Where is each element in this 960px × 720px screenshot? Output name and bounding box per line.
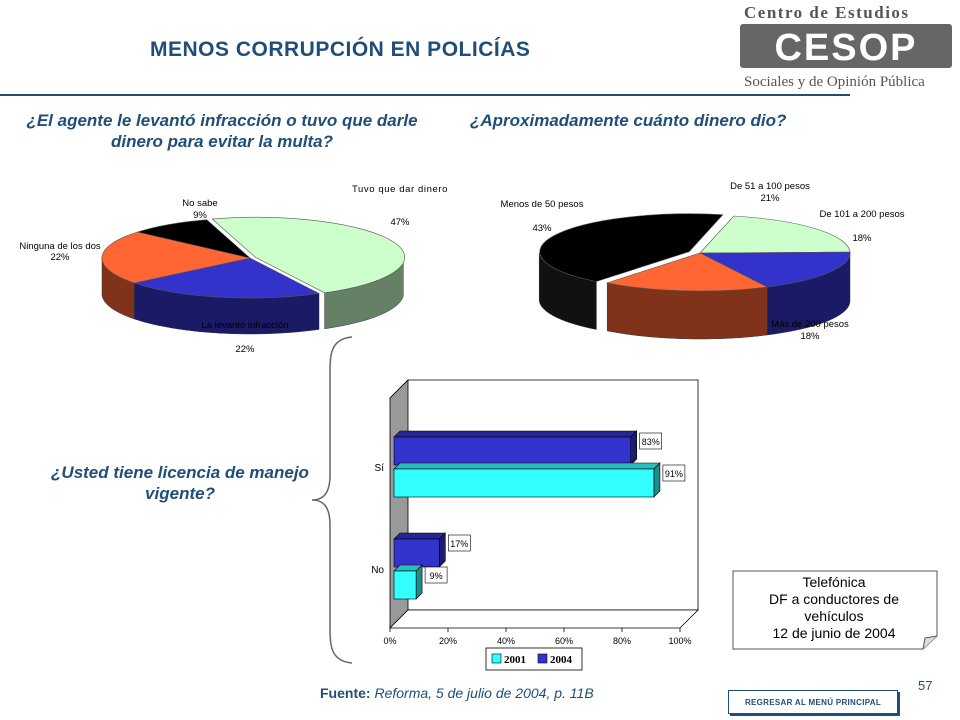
x-tick-label: 20% [439,636,457,646]
x-tick-label: 40% [497,636,515,646]
note-line-2: DF a conductores de [769,591,899,607]
pie1-value-1: 22% [235,344,255,355]
category-label: Sí [375,463,385,474]
pie1-question: ¿El agente le levantó infracción o tuvo … [26,111,418,151]
logo-line2: Sociales y de Opinión Pública [744,74,925,90]
cesop-logo: Centro de Estudios CESOP Sociales y de O… [740,3,952,90]
bar-plot-floor [389,609,699,629]
data-label: 9% [430,571,443,581]
pie2-slice-2 [606,252,769,292]
pie2-label-1: De 101 a 200 pesos [819,209,904,220]
category-label: No [371,565,384,576]
bar-2004-1 [393,538,440,568]
pie-chart-dinero: De 51 a 100 pesos 21% De 101 a 200 pesos… [501,181,905,342]
pie2-value-0: 21% [760,193,780,204]
pie1-slice-1 [133,257,320,299]
pie2-slice-1 [699,251,851,288]
pie1-label-3: No sabe [182,198,217,209]
source-citation: Fuente: Reforma, 5 de julio de 2004, p. … [320,685,594,701]
legend-label-2004: 2004 [550,654,573,666]
pie1-value-2: 22% [50,252,70,263]
pie2-value-1: 18% [852,233,872,244]
bar-side [439,532,446,568]
source-text: Reforma, 5 de julio de 2004, p. 11B [374,685,594,701]
legend-swatch-2004 [537,653,548,664]
bar-side [415,564,423,600]
bar-question: ¿Usted tiene licencia de manejo vigente? [51,463,309,503]
bar-2001-1 [393,570,417,600]
back-to-menu-button[interactable]: REGRESAR AL MENÚ PRINCIPAL [728,690,898,714]
logo-mark-bg [740,24,952,68]
pie1-slice-2 [101,231,251,284]
pie2-slice-side-2 [606,282,768,340]
bar-2001-0 [393,468,655,498]
logo-line1: Centro de Estudios [744,3,910,22]
curly-brace [311,336,353,664]
data-label-box [662,464,686,482]
x-tick-label: 60% [555,636,573,646]
pie1-value-3: 9% [193,210,207,221]
legend-swatch-2001 [491,653,502,664]
data-label-box [424,566,448,584]
bar-top [393,430,638,438]
data-label: 91% [665,469,683,479]
pie1-slice-3 [136,219,251,259]
data-label-box [448,534,471,552]
pie1-label-2: Ninguna de los dos [19,241,101,252]
data-label: 17% [450,539,468,549]
note-line-4: 12 de junio de 2004 [772,625,896,641]
pie1-label-1: La levantó infracción [201,320,288,331]
pie1-slice-0 [211,216,405,294]
chart-legend: 2001 2004 [485,647,583,671]
page-number: 57 [918,678,933,693]
pie1-label-0a: Tuvo que dar dinero [352,184,448,195]
survey-note-text: Telefónica DF a conductores de vehículos… [736,574,932,642]
pie2-label-0: De 51 a 100 pesos [730,181,810,192]
bar-top [393,462,661,470]
page-title: MENOS CORRUPCIÓN EN POLICÍAS [150,38,531,61]
pie-chart-infraccion: Tuvo que dar dinero 47% La levantó infra… [19,184,448,355]
pie2-label-3: Menos de 50 pesos [501,199,584,210]
survey-note-box [732,570,938,650]
header-divider [0,94,850,96]
note-line-1: Telefónica [802,574,866,590]
data-label: 83% [642,437,660,447]
x-tick-label: 0% [383,636,396,646]
pie2-value-3: 43% [532,223,552,234]
pie2-slice-3 [539,213,724,282]
note-line-3: vehículos [804,608,864,624]
logo-mark: CESOP [774,27,917,69]
legend-box [485,647,583,671]
pie2-label-2: Más de 200 pesos [771,319,849,330]
bar-2004-0 [393,436,631,466]
pie1-value-0: 47% [390,217,410,228]
bar-side [630,430,638,466]
bar-side [653,462,661,498]
x-tick-label: 100% [668,636,691,646]
legend-label-2001: 2001 [504,654,526,666]
bar-top [393,532,447,540]
pie2-question: ¿Aproximadamente cuánto dinero dio? [470,111,787,130]
data-label-box [639,432,663,450]
pie2-slice-0 [699,215,851,254]
pie2-value-2: 18% [800,331,820,342]
source-label: Fuente: [320,685,371,701]
x-tick-label: 80% [613,636,631,646]
